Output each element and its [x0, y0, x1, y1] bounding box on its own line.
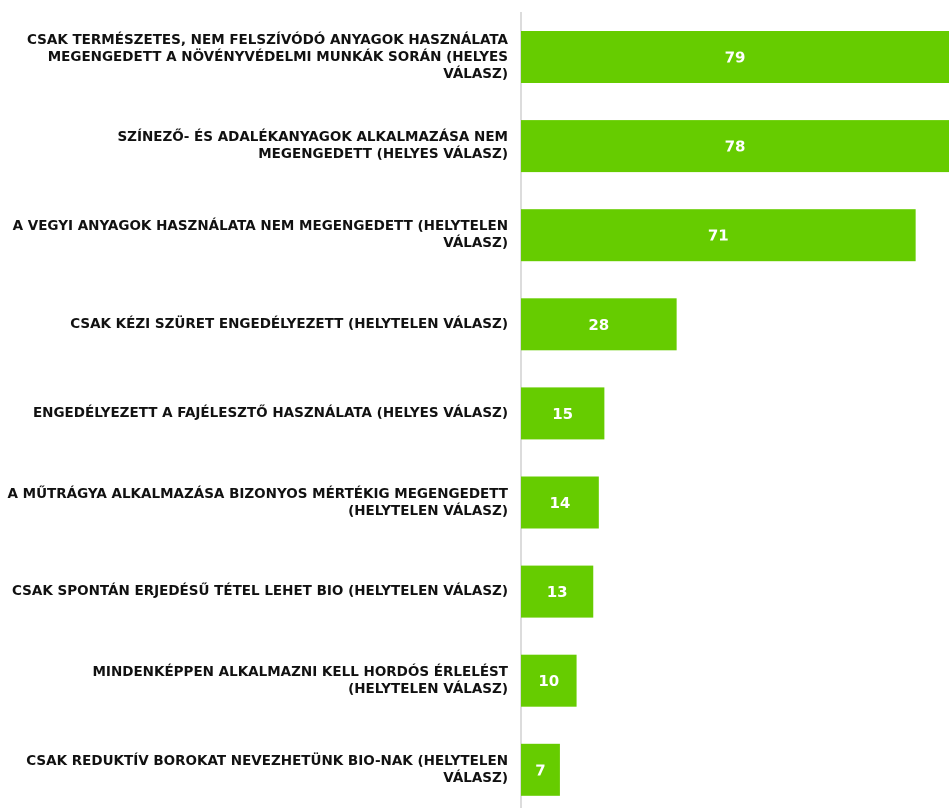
- value-label: 79: [725, 49, 746, 67]
- category-label: CSAK REDUKTÍV BOROKAT NEVEZHETÜNK BIO-NA…: [26, 752, 508, 786]
- bar: [521, 31, 949, 83]
- category-label: A VEGYI ANYAGOK HASZNÁLATA NEM MEGENGEDE…: [12, 218, 508, 252]
- category-label: ENGEDÉLYEZETT A FAJÉLESZTŐ HASZNÁLATA (H…: [32, 404, 508, 421]
- value-label: 13: [547, 583, 568, 601]
- category-label: MINDENKÉPPEN ALKALMAZNI KELL HORDÓS ÉRLE…: [92, 663, 509, 697]
- category-label: SZÍNEZŐ- ÉS ADALÉKANYAGOK ALKALMAZÁSA NE…: [117, 129, 508, 163]
- bar: [521, 120, 949, 173]
- bar: [521, 387, 605, 440]
- value-label: 14: [549, 494, 570, 512]
- category-label: CSAK KÉZI SZÜRET ENGEDÉLYEZETT (HELYTELE…: [70, 315, 508, 332]
- bar: [521, 476, 599, 529]
- bar: [521, 565, 594, 618]
- bar: [521, 209, 916, 262]
- value-label: 10: [538, 672, 559, 690]
- value-label: 78: [725, 138, 746, 156]
- value-label: 71: [708, 227, 729, 245]
- bar: [521, 743, 560, 796]
- value-label: 15: [552, 405, 573, 423]
- category-label: CSAK TERMÉSZETES, NEM FELSZÍVÓDÓ ANYAGOK…: [26, 31, 508, 82]
- bar: [521, 298, 677, 351]
- category-label: A MŰTRÁGYA ALKALMAZÁSA BIZONYOS MÉRTÉKIG…: [7, 485, 509, 519]
- value-label: 28: [588, 316, 609, 334]
- value-label: 7: [535, 761, 545, 779]
- bar: [521, 654, 577, 707]
- category-label: CSAK SPONTÁN ERJEDÉSŰ TÉTEL LEHET BIO (H…: [12, 583, 508, 600]
